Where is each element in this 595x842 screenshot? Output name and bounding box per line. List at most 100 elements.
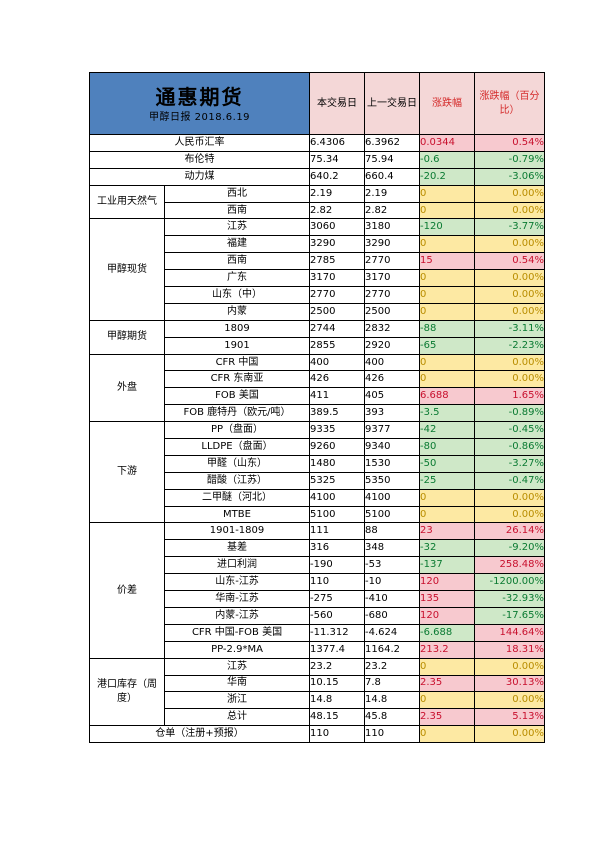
change-value: 15 xyxy=(419,252,476,271)
header-row: 通惠期货 甲醇日报 2018.6.19 本交易日 上一交易日 涨跌幅 涨跌幅（百… xyxy=(88,72,546,135)
row-label: 广东 xyxy=(163,269,311,288)
change-percent: -17.65% xyxy=(474,606,546,625)
change-percent: 0.00% xyxy=(474,505,546,524)
row-label: 动力煤 xyxy=(88,167,311,186)
change-value: 2.35 xyxy=(419,708,476,727)
previous-value: 2.82 xyxy=(364,201,421,220)
current-value: 48.15 xyxy=(309,708,366,727)
row-label: FOB 鹿特丹（欧元/吨） xyxy=(163,404,311,423)
row-label: 西南 xyxy=(163,201,311,220)
previous-value: 75.94 xyxy=(364,150,421,169)
change-value: 2.35 xyxy=(419,674,476,693)
previous-value: 6.3962 xyxy=(364,134,421,152)
table-row: CFR 中国-FOB 美国 -11.312 -4.624 -6.688 144.64% xyxy=(90,623,546,642)
row-label: 华南 xyxy=(163,674,311,693)
current-value: 5325 xyxy=(309,471,366,490)
change-percent: 0.00% xyxy=(474,184,546,203)
change-percent: -3.77% xyxy=(474,218,546,237)
change-percent: -3.11% xyxy=(474,319,546,338)
change-percent: 144.64% xyxy=(474,623,546,642)
change-value: 120 xyxy=(419,573,476,592)
table-row: 下游 PP（盘面） 9335 9377 -42 -0.45% xyxy=(89,421,546,524)
previous-value: 9377 xyxy=(364,421,421,440)
change-value: 0 xyxy=(419,691,476,710)
change-value: 213.2 xyxy=(419,640,476,659)
table-row: 内蒙-江苏 -560 -680 120 -17.65% xyxy=(90,606,546,625)
change-percent: -0.86% xyxy=(474,438,546,456)
row-label: 内蒙-江苏 xyxy=(163,606,311,625)
col-change-header: 涨跌幅 xyxy=(419,72,476,135)
previous-value: 2832 xyxy=(364,319,421,338)
current-value: 23.2 xyxy=(309,657,366,676)
change-percent: -0.45% xyxy=(474,421,546,440)
change-value: 0 xyxy=(419,353,476,372)
section-label-spot: 甲醇现货 xyxy=(89,218,165,321)
report-title: 通惠期货 xyxy=(155,84,244,109)
change-value: -65 xyxy=(419,336,476,355)
change-value: -80 xyxy=(419,438,476,456)
change-percent: -9.20% xyxy=(474,539,546,558)
previous-value: 14.8 xyxy=(364,691,421,710)
current-value: 3290 xyxy=(309,235,366,254)
row-label: CFR 中国 xyxy=(163,353,311,372)
current-value: 75.34 xyxy=(309,150,366,169)
row-label: FOB 美国 xyxy=(163,387,311,406)
table-row: 价差 1901-1809 111 88 23 26.14% xyxy=(89,522,546,659)
current-value: 110 xyxy=(309,573,366,592)
table-row: 工业用天然气 西北 2.19 2.19 0 0.00% xyxy=(89,184,546,220)
row-label: 基差 xyxy=(163,539,311,558)
previous-value: 5350 xyxy=(364,471,421,490)
row-label: 福建 xyxy=(163,235,311,254)
section-label-downstream: 下游 xyxy=(89,421,165,524)
table-row: 外盘 CFR 中国 400 400 0 0.00% xyxy=(89,353,546,423)
row-label: PP（盘面） xyxy=(163,421,311,440)
row-label: 人民币汇率 xyxy=(88,134,311,152)
change-percent: 0.00% xyxy=(474,725,546,744)
current-value: 1480 xyxy=(309,454,366,473)
current-value: 640.2 xyxy=(309,167,366,186)
col-current-header: 本交易日 xyxy=(309,72,366,135)
change-percent: 0.00% xyxy=(474,657,546,676)
change-value: 0 xyxy=(419,725,476,744)
change-value: 0 xyxy=(419,505,476,524)
current-value: 14.8 xyxy=(309,691,366,710)
current-value: 3060 xyxy=(309,218,366,237)
table-row: LLDPE（盘面） 9260 9340 -80 -0.86% xyxy=(90,438,546,456)
current-value: 426 xyxy=(309,370,366,389)
current-value: 400 xyxy=(309,353,366,372)
previous-value: -410 xyxy=(364,590,421,608)
table-row: 广东 3170 3170 0 0.00% xyxy=(90,269,546,288)
table-row: 华南-江苏 -275 -410 135 -32.93% xyxy=(90,590,546,608)
change-value: 0 xyxy=(419,286,476,304)
row-label: 内蒙 xyxy=(163,302,311,321)
previous-value: 1530 xyxy=(364,454,421,473)
previous-value: -4.624 xyxy=(364,623,421,642)
row-label: 1901-1809 xyxy=(163,522,311,541)
current-value: 111 xyxy=(309,522,366,541)
current-value: 3170 xyxy=(309,269,366,288)
current-value: 2500 xyxy=(309,302,366,321)
table-row: 动力煤 640.2 660.4 -20.2 -3.06% xyxy=(88,167,546,186)
change-percent: -0.89% xyxy=(474,404,546,423)
change-percent: 258.48% xyxy=(474,556,546,575)
change-value: -6.688 xyxy=(419,623,476,642)
previous-value: -680 xyxy=(364,606,421,625)
previous-value: 3170 xyxy=(364,269,421,288)
change-percent: -32.93% xyxy=(474,590,546,608)
current-value: 9260 xyxy=(309,438,366,456)
row-label: 浙江 xyxy=(163,691,311,710)
current-value: -190 xyxy=(309,556,366,575)
col-change-pct-header: 涨跌幅（百分比） xyxy=(474,72,546,135)
change-percent: 0.00% xyxy=(474,370,546,389)
previous-value: 426 xyxy=(364,370,421,389)
section-label-external: 外盘 xyxy=(89,353,165,423)
methanol-daily-table: 通惠期货 甲醇日报 2018.6.19 本交易日 上一交易日 涨跌幅 涨跌幅（百… xyxy=(88,72,546,744)
table-row: 布伦特 75.34 75.94 -0.6 -0.79% xyxy=(88,150,546,169)
table-row: 福建 3290 3290 0 0.00% xyxy=(90,235,546,254)
row-label: 甲醛（山东） xyxy=(163,454,311,473)
row-label: 醋酸（江苏） xyxy=(163,471,311,490)
change-value: 0.0344 xyxy=(419,134,476,152)
current-value: 2.19 xyxy=(309,184,366,203)
previous-value: 3180 xyxy=(364,218,421,237)
